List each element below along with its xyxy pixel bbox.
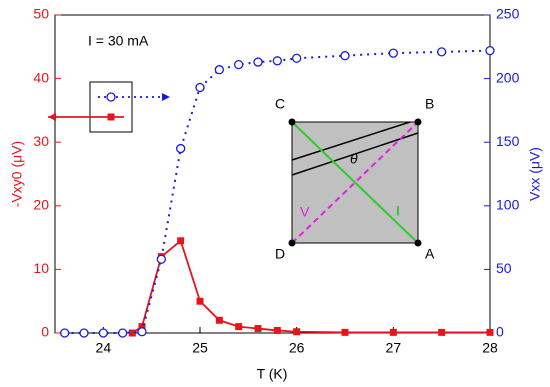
legend-arrow	[162, 93, 170, 101]
y-tick-label: 40	[33, 69, 49, 85]
y2-tick-label: 250	[496, 6, 520, 22]
series-line	[131, 239, 490, 334]
series-line	[64, 49, 491, 334]
label-a: A	[425, 246, 435, 262]
label-v: V	[300, 204, 310, 220]
label-d: D	[275, 246, 285, 262]
y-tick-label: 10	[33, 260, 49, 276]
marker	[215, 316, 223, 324]
marker	[107, 113, 115, 121]
contact	[414, 239, 422, 247]
contact	[288, 239, 296, 247]
contact	[414, 118, 422, 126]
current-arrow	[291, 121, 419, 244]
label-b: B	[425, 96, 434, 112]
legend	[89, 81, 133, 133]
y2-tick-label: 100	[496, 197, 520, 213]
y2-tick-label: 150	[496, 133, 520, 149]
marker	[253, 57, 263, 67]
y2-axis-label: Vxx (μV)	[527, 147, 543, 201]
marker	[485, 45, 495, 56]
marker	[156, 254, 166, 264]
label-c: C	[275, 96, 285, 112]
marker	[118, 328, 128, 338]
marker	[176, 143, 186, 154]
marker	[254, 325, 262, 333]
marker	[389, 328, 397, 336]
marker	[214, 65, 224, 75]
marker	[235, 323, 243, 331]
x-tick-label: 25	[192, 340, 208, 356]
x-axis-label: T (K)	[257, 366, 288, 382]
marker	[293, 328, 301, 336]
plot-frame	[54, 14, 491, 334]
x-tick-label: 28	[482, 340, 498, 356]
y-tick-label: 0	[41, 324, 49, 340]
marker	[388, 48, 398, 58]
inset: A B C D θ V I	[275, 96, 435, 262]
y2-tick-label: 0	[496, 324, 504, 340]
stripe	[291, 132, 419, 176]
marker	[341, 328, 349, 336]
stripe	[291, 121, 411, 161]
current-note: I = 30 mA	[88, 33, 149, 49]
y-axis-label: -Vxy0 (μV)	[9, 141, 25, 207]
marker	[138, 323, 146, 331]
y-tick-label: 50	[33, 6, 49, 22]
legend-arrow	[48, 113, 56, 121]
x-tick-label: 27	[386, 340, 402, 356]
x-tick-label: 26	[289, 340, 305, 356]
marker	[437, 47, 447, 57]
voltage-line	[291, 121, 419, 244]
marker	[195, 82, 205, 93]
marker	[60, 328, 70, 338]
y-tick-label: 20	[33, 197, 49, 213]
marker	[438, 328, 446, 336]
marker	[234, 59, 244, 70]
x-tick-label: 24	[96, 340, 112, 356]
contact	[288, 118, 296, 126]
marker	[196, 297, 204, 305]
marker	[272, 56, 282, 66]
marker	[340, 51, 350, 61]
label-i: I	[396, 203, 400, 219]
marker	[98, 328, 108, 338]
marker	[273, 326, 281, 334]
marker	[137, 327, 147, 337]
label-theta: θ	[350, 151, 358, 167]
marker	[106, 92, 116, 102]
marker	[79, 328, 89, 338]
y2-tick-label: 50	[496, 260, 512, 276]
marker	[292, 53, 302, 63]
y2-tick-label: 200	[496, 69, 520, 85]
marker	[486, 328, 494, 336]
marker	[128, 329, 136, 337]
marker	[177, 237, 185, 245]
y-tick-label: 30	[33, 133, 49, 149]
